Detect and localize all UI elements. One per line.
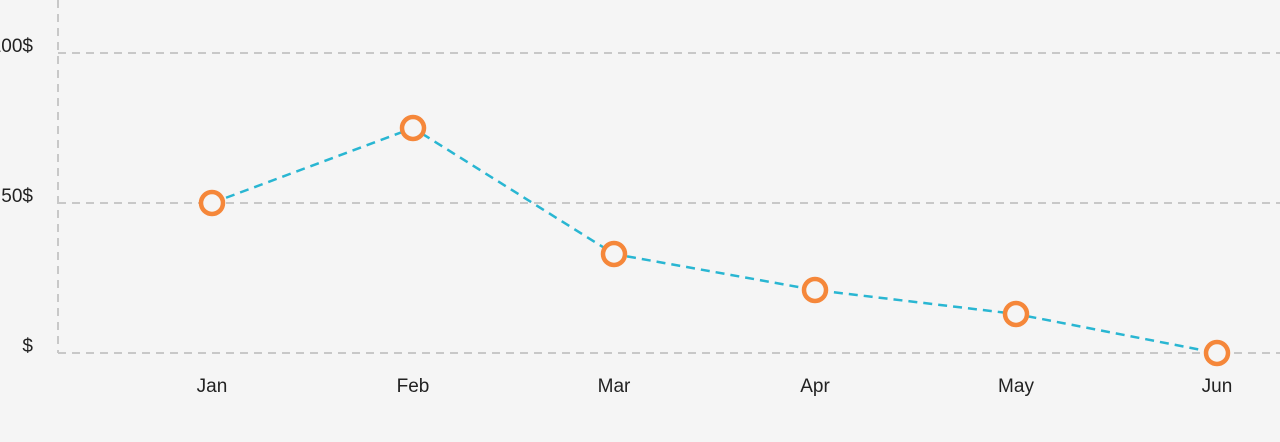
- line: [211, 126, 1218, 355]
- x-tick-label: Mar: [598, 376, 631, 397]
- marker: [399, 114, 427, 142]
- x-tick-label: Feb: [397, 376, 430, 397]
- marker: [600, 240, 628, 268]
- y-tick-label: $: [22, 336, 33, 357]
- marker: [198, 189, 226, 217]
- y-tick-label: 50$: [1, 186, 33, 207]
- marker: [1002, 300, 1030, 328]
- marker: [801, 276, 829, 304]
- x-tick-label: Jun: [1202, 376, 1233, 397]
- x-tick-label: May: [998, 376, 1034, 397]
- x-tick-label: Apr: [800, 376, 830, 397]
- x-tick-label: Jan: [197, 376, 228, 397]
- y-tick-label: 100$: [0, 36, 33, 57]
- marker: [1203, 339, 1231, 367]
